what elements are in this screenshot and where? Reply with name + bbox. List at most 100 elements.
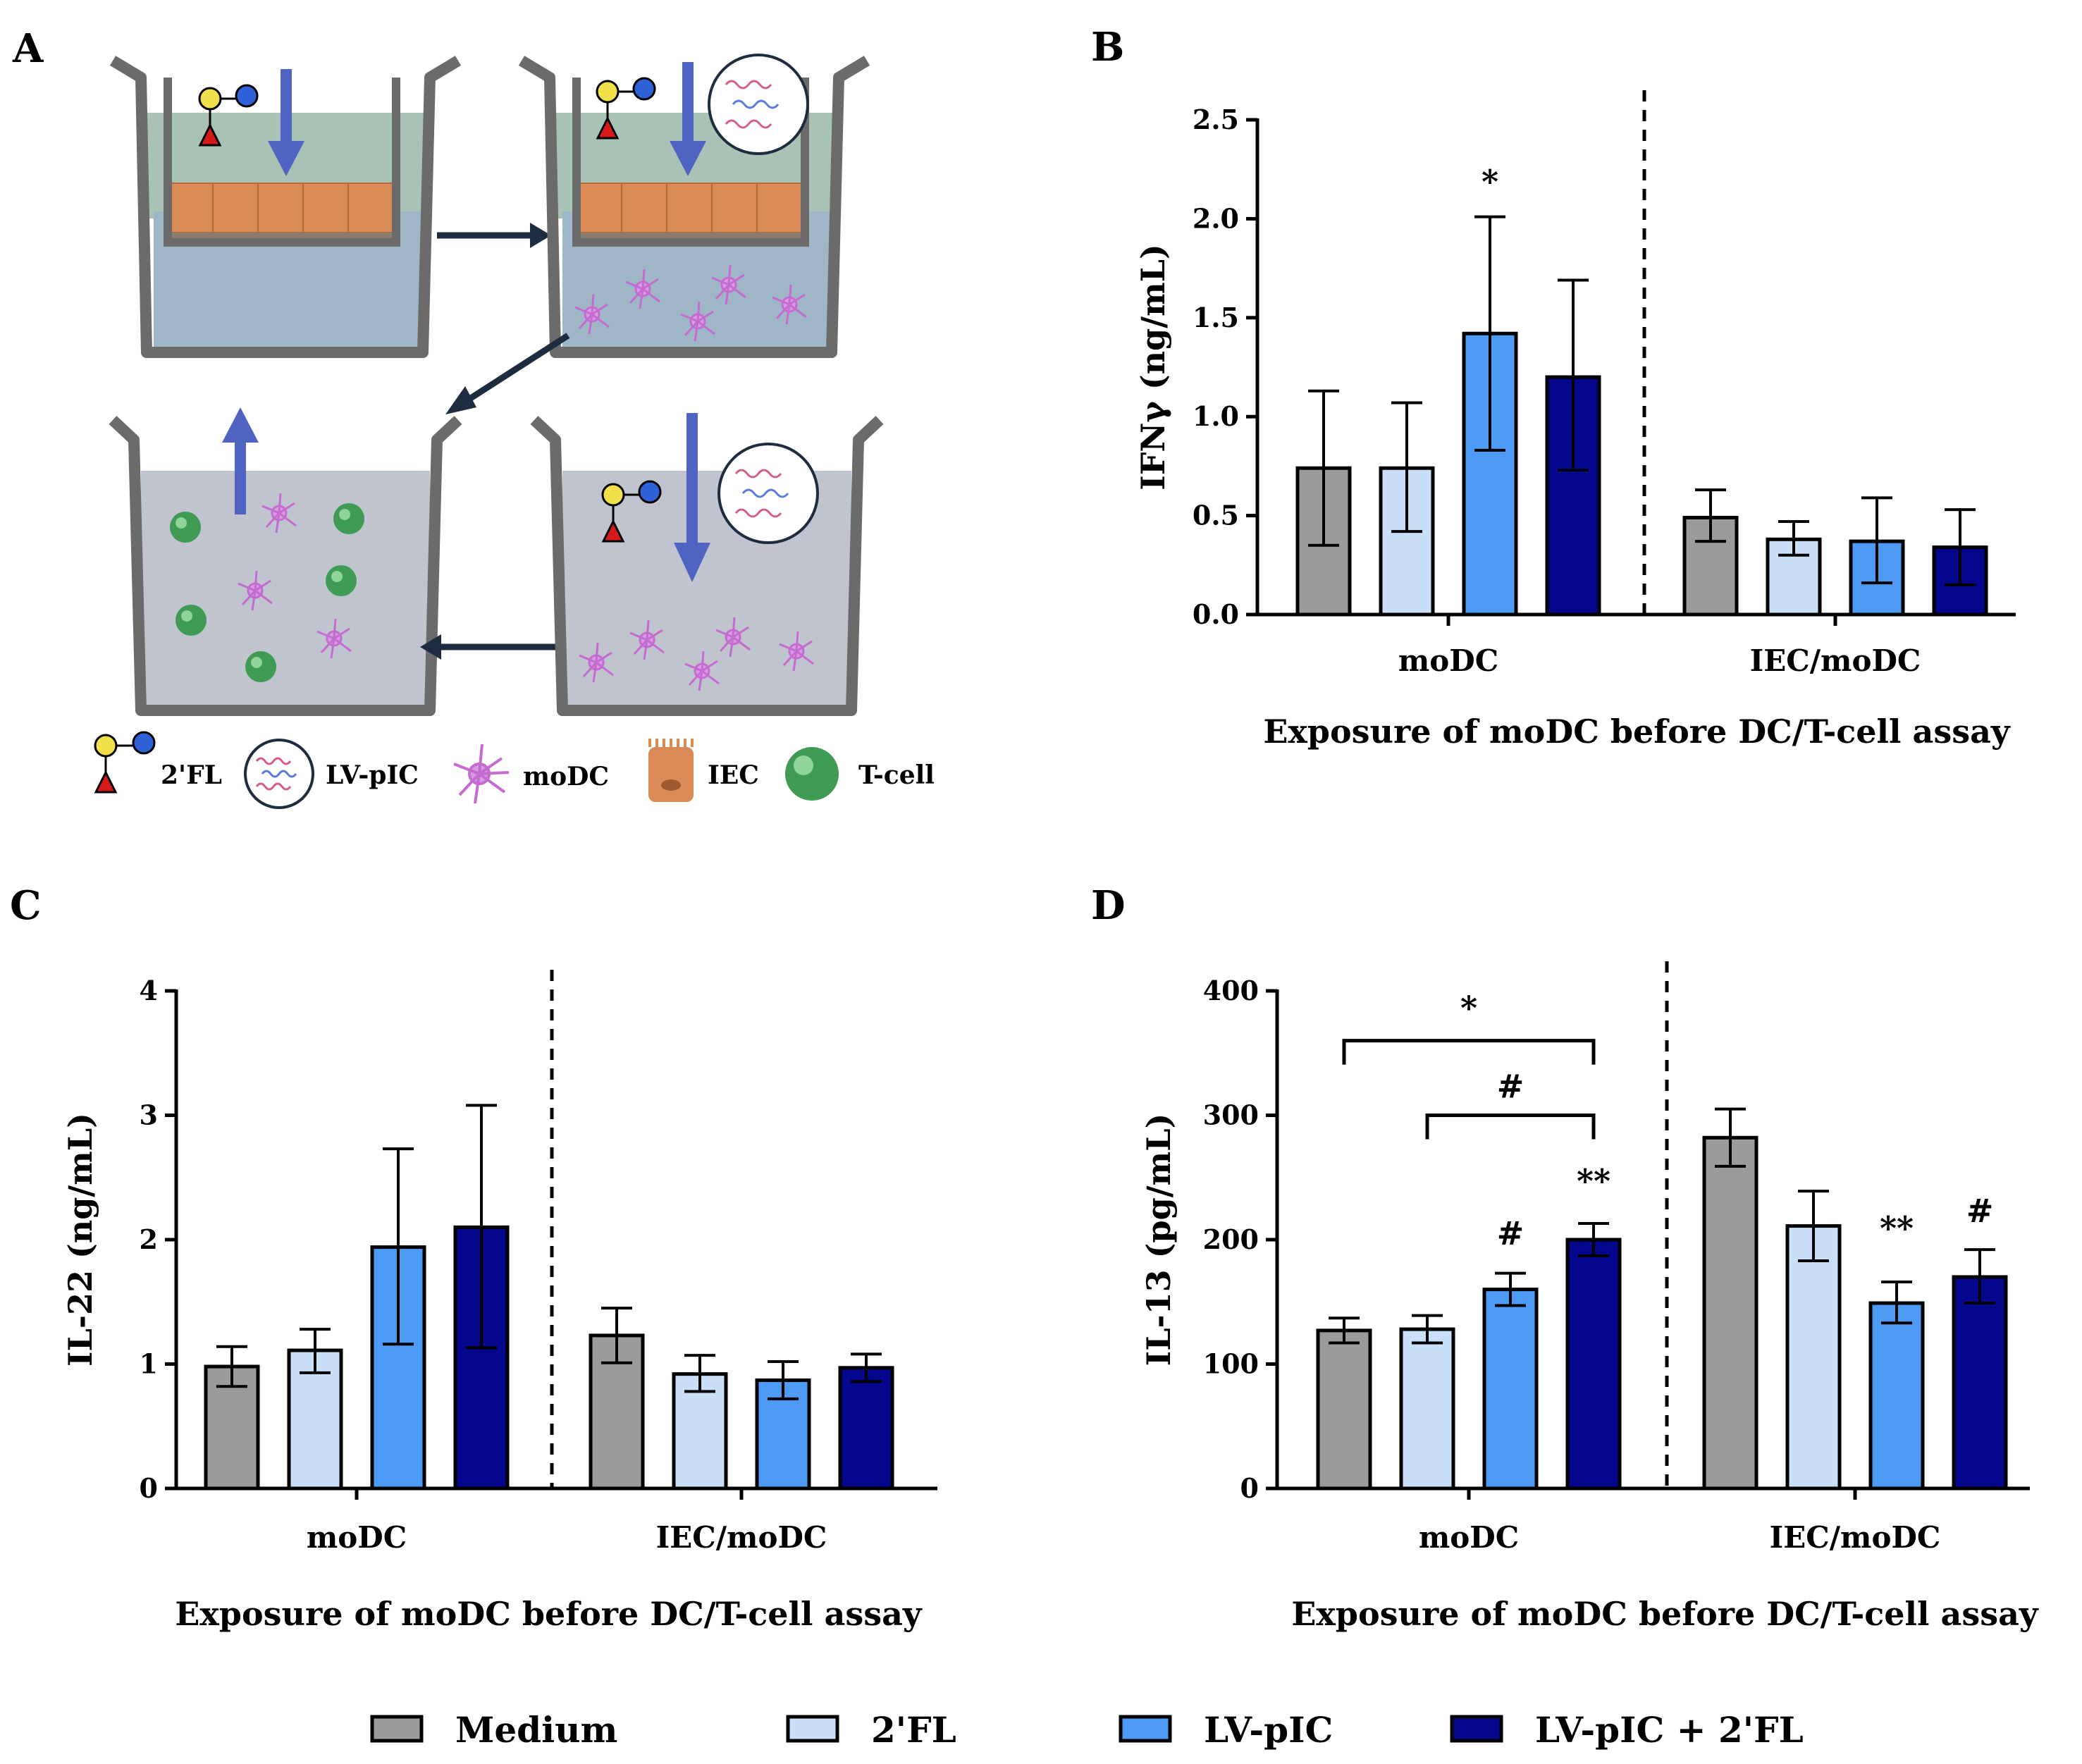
lv-pic-icon [244,739,314,809]
t-cell-icon [785,747,839,801]
x-axis-title: Exposure of moDC before DC/T-cell assay [1263,713,2011,751]
y-tick-label: 300 [1203,1099,1259,1131]
bar-d-1-3 [1952,1275,2008,1491]
shared-legend: Medium 2'FL LV-pIC LV-pIC + 2'FL [370,1709,1804,1751]
y-axis-title: IL-22 (ng/mL) [61,1113,99,1367]
legend-label-iec: IEC [708,760,759,790]
category-label: IEC/moDC [1750,643,1921,678]
iec-layer [167,183,394,242]
panel-c-il22-chart: C 0 1 2 3 4 moDC IEC/moDC IL-22 (ng/mL) Exposure … [10,882,937,1633]
y-tick-label: 2.5 [1193,104,1239,135]
bar-d-0-3 [1565,1238,1622,1491]
well-wall [530,416,884,716]
significance-marker: ** [1577,1162,1610,1200]
panel-b-ifng-chart: B 0.0 0.5 1.0 1.5 2.0 2.5 moDC IEC/moDC * IFNγ (ng… [1091,24,2016,751]
well-1 [109,56,462,358]
comparison-bracket [1425,1114,1596,1140]
bracket-label: # [1497,1068,1524,1106]
well-3 [109,407,462,716]
2fl-glycan-icon [94,731,156,794]
legend-label: LV-pIC + 2'FL [1535,1709,1804,1751]
legend-swatch [786,1715,839,1743]
schematic-legend: 2'FL LV-pIC moDC IEC [94,731,935,809]
significance-marker: # [1966,1192,1994,1230]
legend-label-2fl: 2'FL [161,760,222,790]
legend-label: 2'FL [871,1709,956,1751]
bar-d-0-2 [1482,1288,1539,1491]
category-label: moDC [1398,643,1498,678]
iec-icon [648,739,694,802]
panel-a-letter: A [12,25,44,72]
arrow-left-icon [420,634,571,660]
panel-b-letter: B [1091,24,1124,70]
y-tick-label: 0 [140,1472,158,1504]
legend-label-lv-pic: LV-pIC [326,760,419,790]
panel-c-letter: C [10,882,42,929]
y-tick-label: 2.0 [1193,202,1239,234]
bar-b-0-3 [1545,375,1601,617]
modc-icon [453,744,510,804]
down-arrow-icon [674,413,710,582]
well-2 [518,54,870,358]
arrow-right-icon [437,223,551,248]
y-tick-label: 1 [140,1348,158,1380]
bar-c-1-1 [672,1372,728,1491]
up-arrow-icon [222,407,259,514]
y-tick-label: 1.5 [1193,302,1239,333]
well-wall [109,56,462,358]
y-tick-label: 3 [140,1099,158,1131]
lv-pic-icon [717,443,819,544]
bar-d-1-1 [1785,1224,1842,1491]
2fl-glycan-icon [601,480,662,543]
panel-d-letter: D [1091,882,1126,929]
y-axis-title: IFNγ (ng/mL) [1134,244,1172,491]
y-tick-label: 4 [140,975,158,1006]
y-tick-label: 0.5 [1193,500,1239,531]
y-tick-label: 100 [1203,1348,1259,1380]
legend-label-modc: moDC [523,762,609,791]
bar-d-1-2 [1868,1301,1925,1491]
arrow-diagonal-icon [445,333,570,414]
significance-marker: * [1482,163,1498,201]
well-wall [109,416,462,716]
y-tick-label: 0.0 [1193,598,1239,630]
y-tick-label: 1.0 [1193,400,1239,432]
y-tick-label: 400 [1203,975,1259,1006]
well-wall [518,56,870,358]
legend-label: Medium [455,1709,617,1751]
legend-swatch [370,1715,424,1743]
significance-marker: ** [1880,1209,1914,1247]
category-label: IEC/moDC [1770,1520,1941,1555]
insert-wall [572,78,809,247]
t-cell-icon [170,503,364,682]
y-axis-title: IL-13 (pg/mL) [1140,1114,1178,1367]
down-arrow-icon [670,62,706,176]
y-tick-label: 0 [1240,1472,1259,1504]
bar-d-0-0 [1316,1328,1372,1491]
bar-c-1-3 [838,1366,894,1491]
category-label: IEC/moDC [656,1520,827,1555]
bar-d-0-1 [1399,1327,1455,1491]
category-label: moDC [307,1520,407,1555]
bar-d-1-0 [1702,1135,1758,1491]
legend-swatch [1119,1715,1172,1743]
insert-wall [164,78,400,247]
significance-marker: # [1497,1214,1524,1252]
modc-icon [574,264,807,342]
iec-layer [576,183,803,242]
legend-swatch [1450,1715,1503,1743]
modc-icon [579,617,814,691]
modc-icon [238,493,352,659]
category-label: moDC [1419,1520,1519,1555]
culture-medium [141,471,430,710]
legend-label: LV-pIC [1204,1709,1333,1751]
comparison-bracket [1342,1039,1596,1065]
well-4 [530,413,884,716]
y-tick-label: 200 [1203,1223,1259,1255]
bracket-label: * [1460,989,1477,1027]
y-tick-label: 2 [140,1223,158,1255]
panel-d-il13-chart: D 0 100 200 300 400 moDC IEC/moDC # ** ** # * # IL-13 … [1091,882,2039,1633]
panel-a-schematic: A [12,25,935,809]
x-axis-title: Exposure of moDC before DC/T-cell assay [1291,1595,2039,1633]
